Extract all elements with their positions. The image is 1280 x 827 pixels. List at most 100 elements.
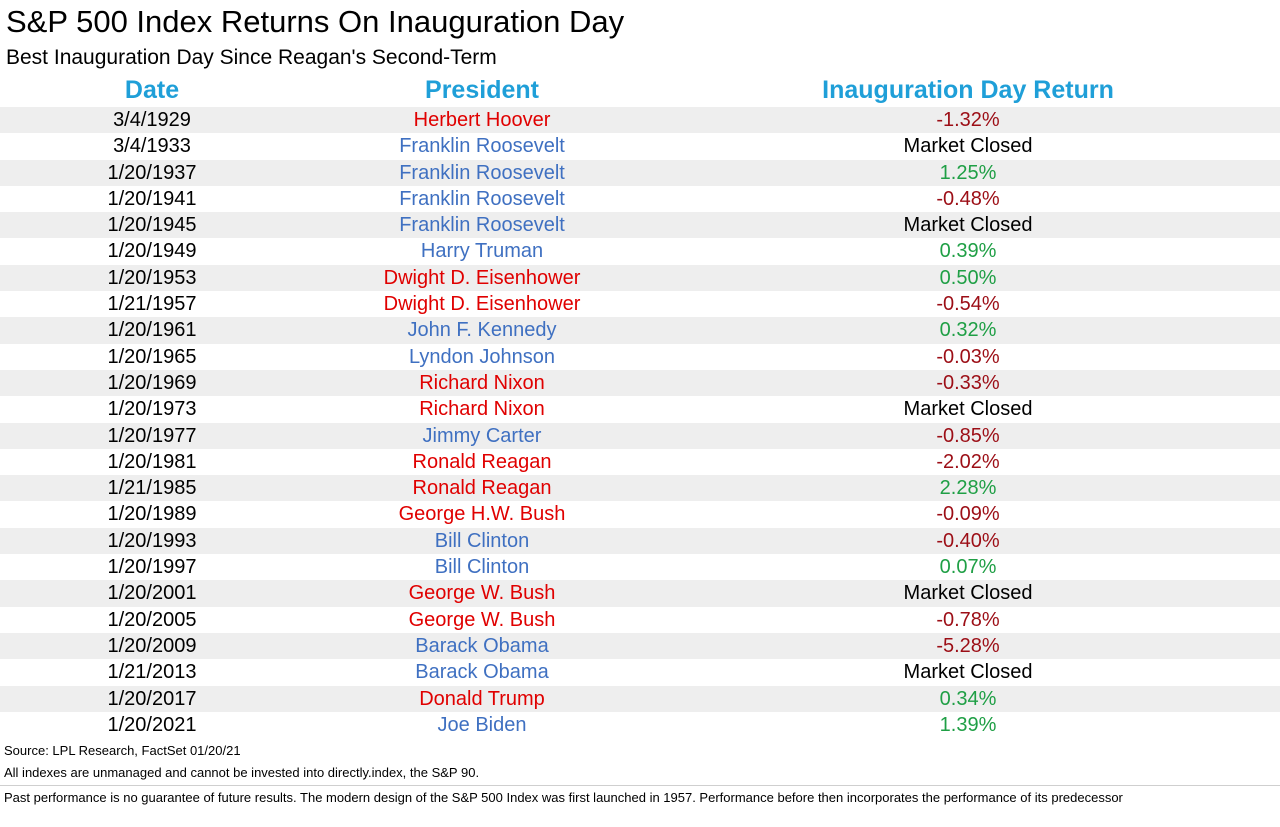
table-header: Date President Inauguration Day Return [0,74,1280,106]
table-row: 1/21/2013 Barack Obama Market Closed [0,659,1280,685]
cell-date: 1/21/2013 [107,661,197,684]
table-row: 1/20/1973 Richard Nixon Market Closed [0,396,1280,422]
table-row: 1/20/2021 Joe Biden 1.39% [0,712,1280,738]
cell-date: 1/20/1969 [107,371,197,394]
table-row: 1/20/1997 Bill Clinton 0.07% [0,554,1280,580]
cell-return: 2.28% [939,477,997,500]
table-row: 1/20/1949 Harry Truman 0.39% [0,238,1280,264]
cell-president: Richard Nixon [419,398,545,421]
cell-date: 1/20/1961 [107,319,197,342]
table-row: 3/4/1929 Herbert Hoover -1.32% [0,107,1280,134]
cell-return: 0.32% [939,319,997,342]
cell-return: -0.54% [936,293,1000,316]
cell-date: 1/21/1957 [107,293,197,316]
cell-president: Bill Clinton [434,529,530,552]
cell-return: -2.02% [936,450,1000,473]
footer-divider [0,785,1280,786]
cell-return: 1.39% [939,713,997,736]
cell-president: Barack Obama [415,634,549,657]
header-return: Inauguration Day Return [822,76,1114,104]
cell-return: 0.07% [939,556,997,579]
table-row: 1/20/2009 Barack Obama -5.28% [0,632,1280,660]
cell-return: -0.40% [936,529,1000,552]
table-row: 1/20/2005 George W. Bush -0.78% [0,607,1280,633]
table-row: 1/20/1941 Franklin Roosevelt -0.48% [0,186,1280,212]
cell-president: Bill Clinton [434,556,530,579]
cell-return: -5.28% [936,634,1000,657]
cell-return: 0.39% [939,240,997,263]
cell-president: Herbert Hoover [413,109,551,131]
cell-date: 1/20/1981 [107,450,197,473]
table-row: 1/20/1961 John F. Kennedy 0.32% [0,317,1280,344]
cell-date: 1/20/2005 [107,608,197,631]
table-body: 3/4/1929 Herbert Hoover -1.32% 3/4/1933 Fran… [0,107,1280,738]
cell-president: Franklin Roosevelt [399,135,565,158]
cell-president: George H.W. Bush [398,503,566,526]
table-row: 1/20/1969 Richard Nixon -0.33% [0,369,1280,397]
cell-return: Market Closed [903,398,1033,421]
cell-return: -0.09% [936,503,1000,526]
disclaimer-note: All indexes are unmanaged and cannot be … [4,765,480,780]
table-row: 1/20/1953 Dwight D. Eisenhower 0.50% [0,264,1280,292]
cell-return: -0.85% [936,424,1000,447]
cell-president: Harry Truman [420,240,544,263]
cell-date: 1/20/1965 [107,345,197,368]
cell-president: Franklin Roosevelt [399,214,565,237]
cell-date: 1/20/1953 [107,266,197,289]
cell-president: Franklin Roosevelt [399,161,565,184]
cell-president: George W. Bush [408,608,556,631]
cell-president: Lyndon Johnson [408,345,556,368]
cell-date: 1/20/1945 [107,214,197,237]
cell-return: -1.32% [936,109,1000,131]
cell-president: George W. Bush [408,582,556,605]
table-row: 1/20/2001 George W. Bush Market Closed [0,580,1280,607]
table-row: 1/21/1985 Ronald Reagan 2.28% [0,475,1280,502]
table-row: 1/20/1945 Franklin Roosevelt Market Closed [0,212,1280,239]
cell-president: Ronald Reagan [412,450,552,473]
cell-return: -0.33% [936,371,1000,394]
cell-president: Joe Biden [437,713,527,736]
cell-date: 1/20/1941 [107,187,197,210]
cell-date: 1/20/1937 [107,161,197,184]
cell-return: Market Closed [903,582,1033,605]
cell-date: 1/20/2001 [107,582,197,605]
cell-date: 1/20/1997 [107,556,197,579]
cell-date: 3/4/1933 [113,135,191,158]
cell-return: -0.48% [936,187,1000,210]
cell-president: Dwight D. Eisenhower [383,293,581,316]
cell-date: 1/20/2021 [107,713,197,736]
cell-president: Franklin Roosevelt [399,187,565,210]
cell-return: 1.25% [939,161,997,184]
header-date: Date [124,76,180,104]
table-row: 3/4/1933 Franklin Roosevelt Market Closed [0,133,1280,159]
cell-president: Richard Nixon [419,371,545,394]
cell-date: 1/20/1973 [107,398,197,421]
cell-return: 0.34% [939,687,997,710]
table-row: 1/20/1989 George H.W. Bush -0.09% [0,501,1280,527]
cell-president: Ronald Reagan [412,477,552,500]
table-row: 1/20/1937 Franklin Roosevelt 1.25% [0,159,1280,186]
cell-date: 1/20/2009 [107,634,197,657]
chart-subtitle: Best Inauguration Day Since Reagan's Sec… [6,46,497,69]
cell-date: 1/20/2017 [107,687,197,710]
cell-date: 1/21/1985 [107,477,197,500]
table-row: 1/20/2017 Donald Trump 0.34% [0,685,1280,712]
cell-return: 0.50% [939,266,997,289]
cell-date: 1/20/1989 [107,503,197,526]
cell-return: Market Closed [903,214,1033,237]
table-row: 1/20/1965 Lyndon Johnson -0.03% [0,344,1280,370]
cell-return: Market Closed [903,661,1033,684]
cell-date: 3/4/1929 [113,109,191,131]
source-note: Source: LPL Research, FactSet 01/20/21 [4,743,241,758]
cell-date: 1/20/1993 [107,529,197,552]
cell-return: -0.03% [936,345,1000,368]
disclaimer-note-2: Past performance is no guarantee of futu… [4,790,1123,805]
table-row: 1/21/1957 Dwight D. Eisenhower -0.54% [0,291,1280,317]
cell-president: Jimmy Carter [422,424,542,447]
cell-president: John F. Kennedy [407,319,557,342]
cell-president: Barack Obama [415,661,549,684]
table-row: 1/20/1993 Bill Clinton -0.40% [0,527,1280,555]
cell-president: Donald Trump [419,687,545,710]
cell-return: -0.78% [936,608,1000,631]
chart-title: S&P 500 Index Returns On Inauguration Da… [6,4,625,39]
